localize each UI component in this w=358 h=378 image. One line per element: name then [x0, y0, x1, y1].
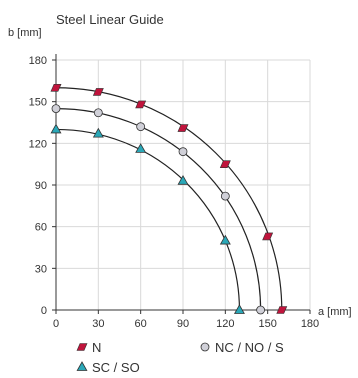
y-tick-label: 90: [35, 180, 47, 192]
x-tick-label: 90: [177, 318, 189, 330]
series-curves: [55, 87, 283, 311]
data-point-marker: [233, 304, 245, 314]
x-tick-label: 180: [301, 318, 319, 330]
series-markers: [50, 83, 288, 315]
data-point-marker: [177, 124, 189, 132]
legend: N NC / NO / S SC / SO: [76, 340, 284, 375]
data-point-marker: [219, 160, 231, 168]
data-point-marker: [50, 83, 62, 92]
x-axis-label: a [mm]: [318, 306, 352, 318]
data-point-marker: [220, 191, 230, 201]
x-tick-label: 60: [135, 318, 147, 330]
legend-label: N: [92, 340, 101, 355]
legend-marker: [200, 342, 210, 352]
y-tick-label: 180: [29, 55, 47, 67]
x-tick-label: 30: [92, 318, 104, 330]
chart-title: Steel Linear Guide: [56, 12, 164, 27]
x-tick-label: 150: [258, 318, 276, 330]
y-axis-label: b [mm]: [8, 27, 42, 39]
legend-label: SC / SO: [92, 360, 140, 375]
data-point-marker: [135, 100, 147, 109]
data-point-marker: [136, 122, 146, 132]
axes: [52, 54, 311, 314]
series-curve: [55, 108, 262, 311]
series-curve: [55, 87, 283, 311]
x-tick-label: 120: [216, 318, 234, 330]
data-point-marker: [276, 306, 288, 314]
legend-label: NC / NO / S: [215, 340, 284, 355]
data-point-marker: [92, 127, 104, 138]
data-point-marker: [93, 108, 103, 118]
data-point-marker: [92, 88, 104, 96]
data-point-marker: [135, 143, 147, 153]
data-point-marker: [178, 147, 188, 157]
x-tick-label: 0: [53, 318, 59, 330]
legend-marker: [76, 361, 88, 371]
y-tick-label: 150: [29, 97, 47, 109]
y-tick-label: 0: [41, 305, 47, 317]
data-point-marker: [256, 305, 266, 315]
y-tick-label: 60: [35, 222, 47, 234]
data-point-marker: [51, 104, 61, 114]
y-tick-label: 30: [35, 263, 47, 275]
y-tick-label: 120: [29, 138, 47, 150]
tick-labels: 0 30 60 90 120 150 180 0 30 60 90 120 150 180: [29, 55, 320, 330]
series-curve: [55, 128, 241, 311]
data-point-marker: [262, 232, 274, 241]
legend-marker: [76, 343, 88, 351]
grid: [56, 59, 311, 310]
data-point-marker: [219, 234, 231, 245]
data-point-marker: [177, 175, 189, 185]
data-point-marker: [50, 123, 62, 134]
